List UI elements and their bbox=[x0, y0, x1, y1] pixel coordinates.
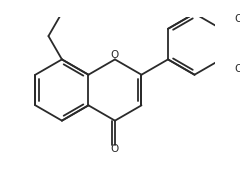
Text: O: O bbox=[234, 14, 240, 24]
Text: O: O bbox=[111, 144, 119, 153]
Text: O: O bbox=[111, 50, 119, 60]
Text: O: O bbox=[234, 64, 240, 74]
